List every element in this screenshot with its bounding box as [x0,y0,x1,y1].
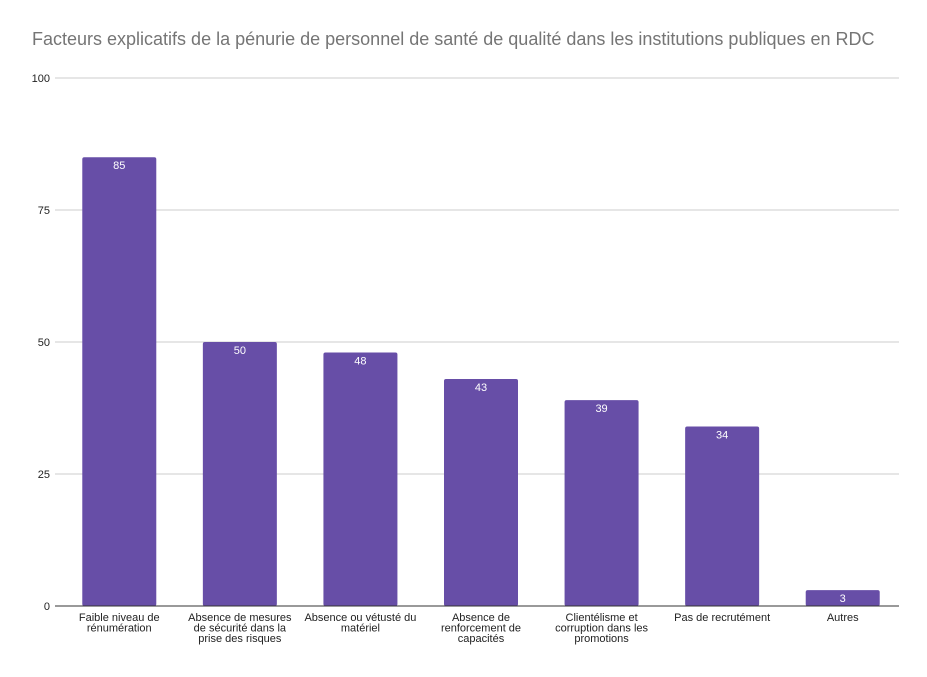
x-tick-label: Pas de recrutément [674,612,770,624]
data-label: 50 [234,345,246,357]
bar [444,378,518,606]
bar [805,590,880,606]
x-tick-label: prise des risques [198,633,282,645]
x-tick-label: Absence de mesures [188,612,292,624]
y-tick-label: 50 [38,337,50,349]
y-tick-label: 75 [38,205,50,217]
data-label: 85 [113,160,125,172]
data-label: 3 [840,593,846,605]
bar [564,400,639,606]
x-tick-label: Absence de [452,612,510,624]
x-tick-label: renforcement de [441,623,521,635]
x-tick-label: capacités [458,633,505,645]
x-tick-label: matériel [341,623,380,635]
x-tick-label: Clientélisme et [566,612,638,624]
x-tick-label: corruption dans les [555,623,648,635]
bar [82,157,157,606]
bar [685,426,760,606]
x-tick-label: Autres [827,612,859,624]
chart-title: Facteurs explicatifs de la pénurie de pe… [32,29,875,49]
y-tick-label: 0 [44,601,50,613]
x-tick-label: de sécurité dans la [194,623,287,635]
x-tick-label: promotions [574,633,629,645]
x-tick-label: rénumération [87,623,152,635]
data-label: 43 [475,382,487,394]
x-tick-label: Absence ou vétusté du [304,612,416,624]
x-tick-label: Faible niveau de [79,612,160,624]
y-tick-label: 25 [38,469,50,481]
bar [202,342,277,606]
data-label: 39 [595,403,607,415]
bar [323,352,398,606]
data-label: 34 [716,429,728,441]
data-label: 48 [354,356,366,368]
y-tick-label: 100 [32,73,50,85]
